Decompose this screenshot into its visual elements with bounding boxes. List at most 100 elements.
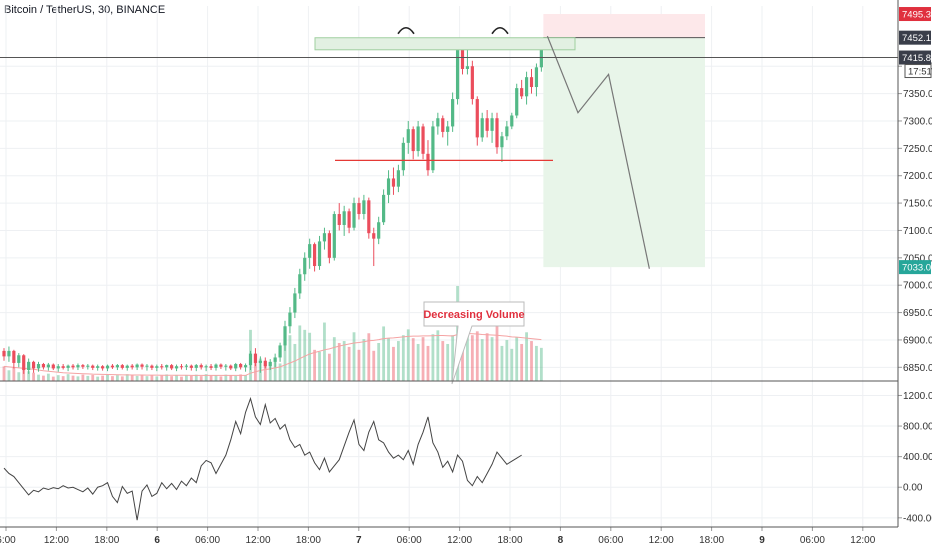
volume-bar [525, 332, 528, 381]
candle-body [184, 365, 189, 367]
take-profit-zone[interactable] [543, 37, 705, 268]
time-label: 9 [759, 535, 765, 546]
volume-bar [229, 375, 233, 381]
volume-bar [180, 376, 183, 381]
volume-bar [480, 339, 484, 381]
oscillator-line [3, 396, 522, 521]
volume-bar [66, 374, 70, 381]
osc-tick-label: 800.00 [903, 422, 932, 433]
oscillator-pane [3, 396, 522, 521]
candle-body [7, 350, 11, 357]
candle-body [480, 118, 484, 138]
volume-bar [175, 374, 178, 381]
candle-body [115, 365, 119, 368]
candle-body [460, 49, 465, 69]
candle-body [140, 364, 144, 367]
candle-body [71, 365, 75, 368]
volume-bar [61, 376, 65, 381]
candle-body [524, 77, 529, 97]
candle-body [495, 118, 499, 148]
candle-body [17, 355, 21, 363]
volume-bar [337, 343, 341, 381]
candle-body [278, 345, 282, 358]
volume-bar [362, 339, 366, 381]
candle-body [214, 364, 218, 368]
drawings[interactable]: Decreasing Volume [0, 26, 898, 385]
volume-bar [170, 376, 174, 381]
volume-bar [278, 363, 282, 381]
volume-bar [357, 349, 361, 381]
volume-bar [426, 345, 430, 381]
volume-bar [263, 365, 267, 381]
candle-body [160, 366, 164, 368]
candle-body [76, 365, 80, 368]
candle-body [150, 365, 154, 368]
candle-body [510, 115, 514, 127]
candle-body [234, 364, 238, 369]
candle-body [391, 178, 396, 187]
volume-bar [475, 331, 479, 381]
volume-bar [135, 375, 139, 381]
target-price-label: 7033.04 [902, 263, 932, 274]
volume-bar [209, 375, 213, 381]
volume-bar [421, 337, 425, 381]
double-top-arc[interactable] [491, 26, 509, 35]
time-label: 12:00 [850, 535, 875, 546]
price-tick-label: 6850.00 [903, 363, 932, 374]
candle-body [312, 244, 317, 267]
risk-reward-zones[interactable] [543, 14, 705, 268]
candle-body [303, 257, 307, 275]
candle-body [436, 118, 440, 127]
candle-body [515, 88, 519, 116]
osc-tick-label: 1200.00 [903, 391, 932, 402]
candle-body [446, 126, 450, 132]
current-price-label-bg [899, 50, 931, 65]
volume-bar [431, 334, 435, 381]
candle-body [66, 365, 70, 368]
candle-body [347, 211, 351, 228]
candle-body [529, 77, 534, 88]
volume-bar [101, 375, 104, 381]
entry-price-label: 7452.15 [902, 33, 932, 44]
volume-bar [268, 366, 272, 381]
candle-body [86, 365, 90, 367]
candle-body [96, 366, 100, 368]
candle-body [22, 355, 26, 371]
volume-bar [22, 369, 26, 381]
price-tick-label: 6950.00 [903, 308, 932, 319]
volume-bar [17, 372, 21, 381]
volume-bar [140, 374, 144, 381]
volume-bar [539, 347, 543, 381]
volume-bar [515, 337, 519, 381]
candle-body [31, 361, 36, 369]
price-tick-label: 7300.00 [903, 116, 932, 127]
volume-bar [42, 375, 45, 381]
candle-body [342, 211, 346, 225]
resistance-box[interactable] [314, 37, 576, 51]
time-label: 06:00 [397, 535, 422, 546]
annotation-callout[interactable] [423, 301, 525, 385]
candle-body [352, 203, 356, 228]
volume-bar [130, 375, 134, 381]
projection-path[interactable] [546, 35, 650, 269]
candle-body [145, 365, 149, 367]
candle-body [51, 364, 55, 369]
candle-body [520, 88, 524, 97]
candle-body [411, 129, 415, 152]
candle-body [426, 153, 430, 171]
candle-body [396, 170, 400, 187]
stop-loss-zone[interactable] [543, 14, 705, 38]
volume-bar [500, 345, 504, 381]
volume-bar [27, 371, 31, 381]
volume-bar [342, 341, 346, 381]
volume-bar [466, 319, 469, 381]
candle-body [421, 126, 425, 154]
double-top-arc[interactable] [397, 26, 415, 35]
candle-body [61, 366, 65, 368]
osc-tick-label: 400.00 [903, 452, 932, 463]
candle-body [357, 203, 361, 215]
candlesticks [2, 37, 543, 374]
candle-body [243, 365, 248, 368]
candle-body [362, 200, 366, 215]
